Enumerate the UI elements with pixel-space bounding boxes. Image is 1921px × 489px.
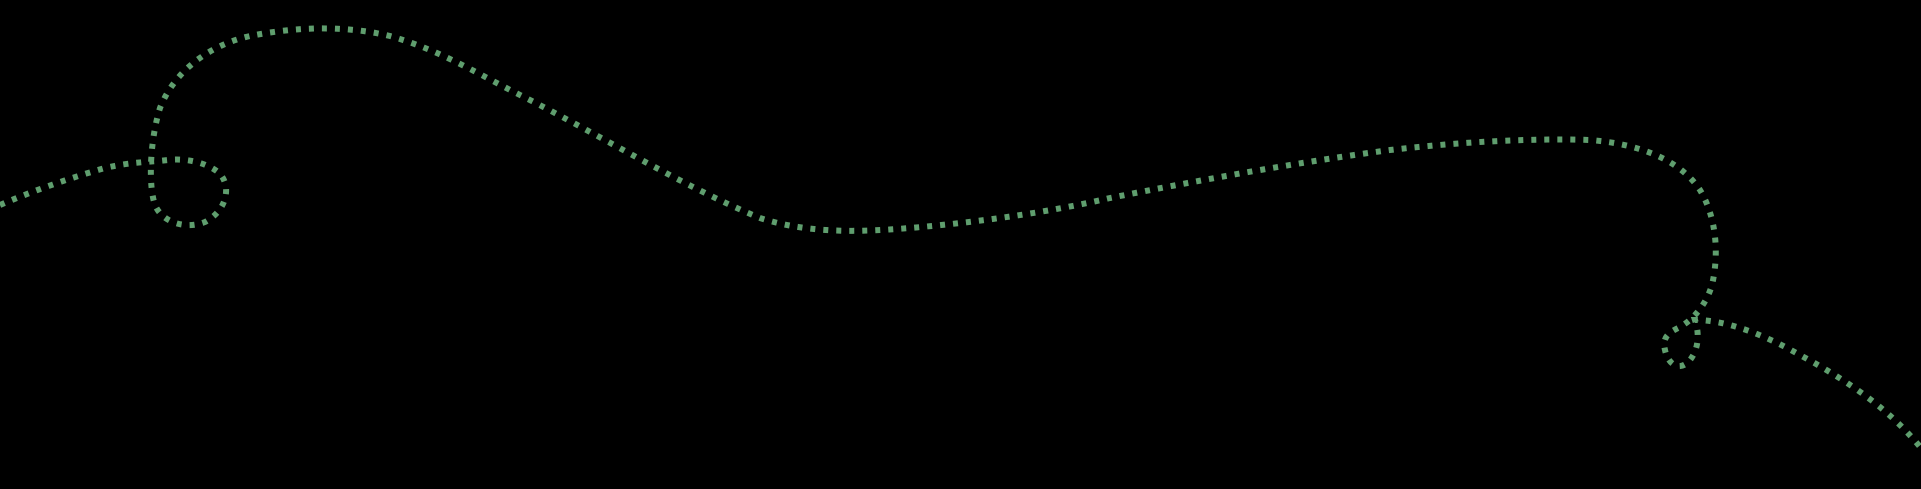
dotted-curve-path bbox=[0, 25, 1921, 450]
